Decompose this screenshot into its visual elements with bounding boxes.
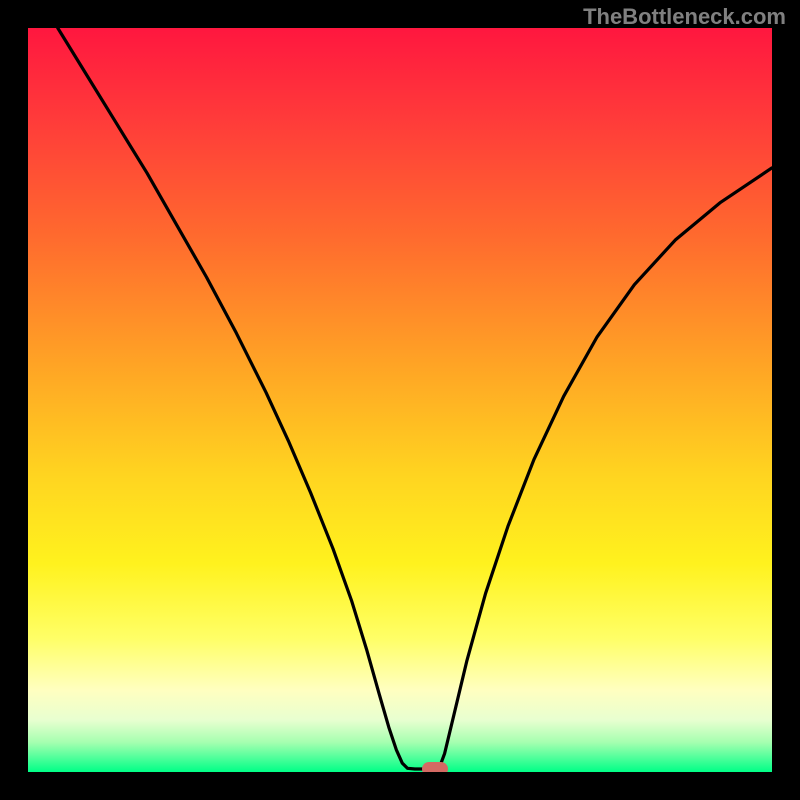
optimum-marker [422,762,448,772]
watermark-text: TheBottleneck.com [583,4,786,30]
chart-frame: TheBottleneck.com [0,0,800,800]
plot-area [28,28,772,772]
bottleneck-curve [28,28,772,772]
